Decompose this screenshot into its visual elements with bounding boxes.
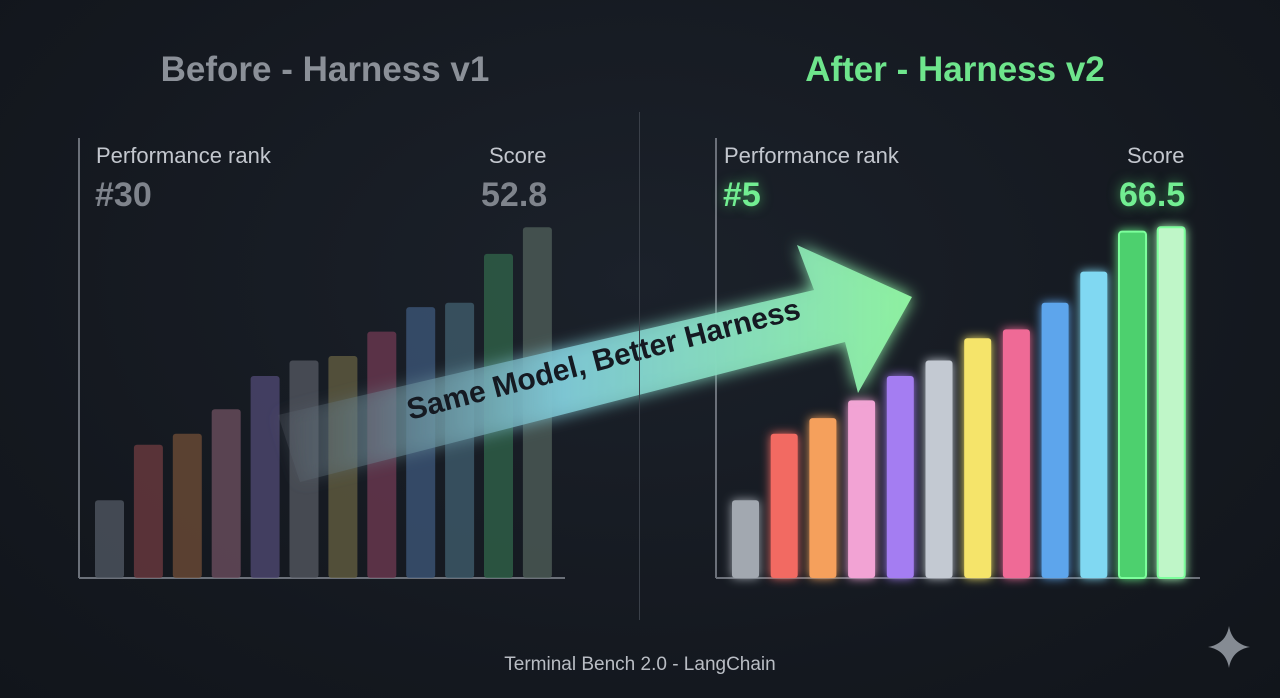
- before-chart: [78, 138, 565, 579]
- after-score-value: 66.5: [1119, 176, 1186, 214]
- before-bar: [133, 444, 163, 578]
- after-bar: [1041, 302, 1069, 578]
- footer-caption: Terminal Bench 2.0 - LangChain: [504, 654, 776, 675]
- sparkle-icon: [1208, 626, 1250, 668]
- before-score-label: Score: [489, 143, 547, 168]
- before-bar: [172, 433, 202, 578]
- after-bar: [1156, 226, 1186, 580]
- after-bar: [732, 500, 759, 578]
- before-rank-label: Performance rank: [96, 143, 271, 168]
- after-rank-label: Performance rank: [724, 143, 899, 168]
- after-bar: [770, 433, 798, 578]
- after-bar: [848, 400, 876, 578]
- after-bar: [886, 375, 914, 578]
- after-score-label: Score: [1127, 143, 1185, 168]
- after-title: After - Harness v2: [805, 50, 1105, 89]
- before-score-value: 52.8: [481, 176, 548, 214]
- before-bar: [95, 500, 124, 578]
- after-bar: [1118, 230, 1147, 579]
- arrow-shape: [278, 245, 912, 482]
- after-bar: [809, 418, 837, 578]
- after-bar: [1080, 271, 1108, 578]
- before-rank-value: #30: [95, 176, 152, 214]
- before-title: Before - Harness v1: [160, 50, 490, 89]
- after-rank-value: #5: [723, 176, 761, 214]
- after-bar: [1002, 329, 1030, 578]
- after-chart: [715, 138, 1200, 580]
- before-bar: [250, 375, 280, 578]
- after-bar: [925, 360, 953, 578]
- after-bar: [964, 338, 992, 578]
- before-bar: [211, 409, 241, 578]
- divider: [639, 112, 640, 620]
